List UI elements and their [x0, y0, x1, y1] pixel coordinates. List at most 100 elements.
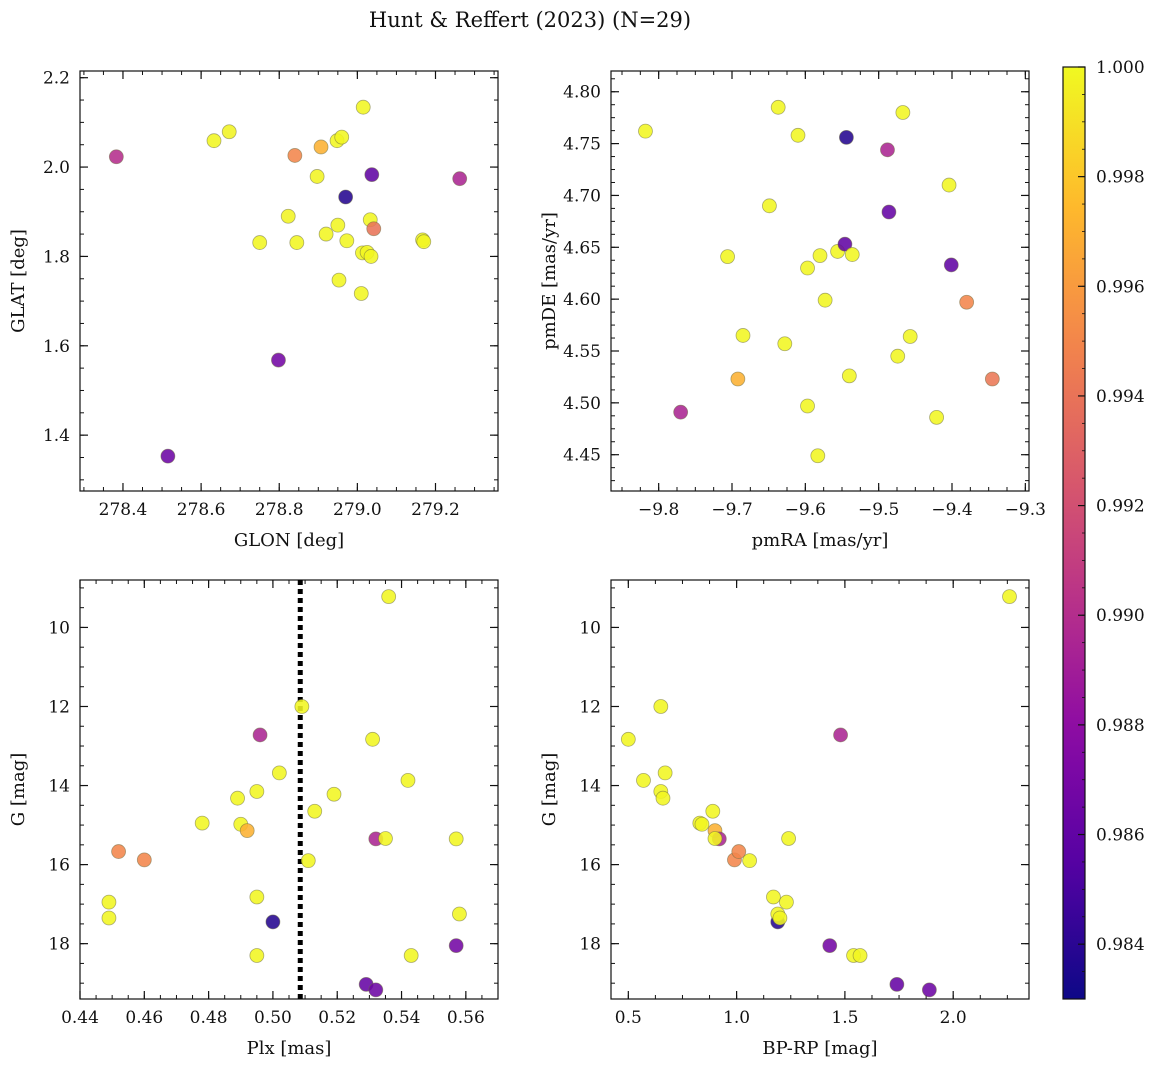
scatter-point [101, 910, 117, 926]
y-axis-label: GLAT [deg] [8, 229, 29, 333]
panel-4: 0.5 1.0 1.5 2.0 10 12 14 16 18 BP-RP [mag] G [mag] [539, 579, 1030, 1059]
scatter-point [889, 976, 905, 992]
scatter-point [381, 589, 397, 605]
x-tick-label: 0.46 [125, 1008, 163, 1028]
scatter-point [984, 371, 1000, 387]
colorbar-gradient [1062, 66, 1086, 1000]
scatter-point [880, 142, 895, 158]
y-tick-label: 4.55 [563, 342, 601, 362]
plot-area [638, 99, 1000, 464]
scatter-point [230, 790, 245, 806]
scatter-point [852, 948, 868, 963]
panel-2: −9.8 −9.7 −9.6 −9.5 −9.4 −9.3 4.45 4.50 4.55 4.60… [539, 70, 1046, 551]
plot-frame [610, 70, 1030, 492]
x-tick-label: 279.2 [411, 500, 460, 520]
scatter-point [271, 352, 286, 368]
scatter-point [929, 409, 944, 425]
y-tick-label: 16 [48, 856, 70, 876]
y-tick-label: 16 [579, 856, 601, 876]
colorbar: 0.984 0.986 0.988 0.990 0.992 0.994 0.996 0.998… [1062, 58, 1145, 1000]
scatter-point [355, 99, 371, 115]
scatter-point [326, 786, 342, 802]
scatter-point [363, 249, 379, 264]
scatter-point [160, 448, 176, 464]
scatter-point [620, 731, 636, 747]
x-tick-label: 0.56 [447, 1008, 485, 1028]
scatter-point [705, 803, 721, 819]
x-tick-label: −9.3 [1005, 500, 1046, 520]
scatter-point [730, 371, 746, 387]
y-tick-label: 10 [579, 618, 601, 638]
scatter-point [239, 823, 255, 839]
y-tick-label: 4.50 [563, 394, 601, 414]
scatter-point [735, 328, 751, 343]
plot-area [101, 580, 467, 999]
colorbar-tick-label: 0.990 [1096, 606, 1145, 626]
scatter-point [252, 235, 268, 250]
scatter-point [770, 99, 786, 115]
plot-area [620, 589, 1017, 998]
x-axis-label: pmRA [mas/yr] [752, 530, 889, 551]
scatter-point [638, 123, 653, 139]
y-tick-label: 1.6 [43, 337, 70, 357]
scatter-point [108, 149, 124, 165]
colorbar-tick-label: 0.984 [1096, 935, 1145, 955]
x-tick-label: −9.5 [858, 500, 899, 520]
scatter-point [365, 731, 381, 747]
scatter-point [249, 784, 265, 799]
scatter-point [194, 815, 210, 831]
scatter-point [921, 982, 937, 998]
colorbar-tick-label: 0.994 [1096, 387, 1145, 407]
x-tick-label: 2.0 [940, 1008, 967, 1028]
scatter-point [766, 889, 781, 905]
panel-3: 0.44 0.46 0.48 0.50 0.52 0.54 0.56 10 12 14 16 18 Pl… [8, 579, 499, 1059]
plot-frame [610, 579, 1030, 1000]
scatter-point [330, 217, 346, 233]
panels: 278.4 278.6 278.8 279.0 279.2 1.4 1.6 1.8 2.0 2.2… [8, 69, 1046, 1059]
colorbar-tick-label: 0.988 [1096, 716, 1145, 736]
scatter-point [280, 208, 296, 224]
scatter-point [653, 699, 669, 714]
scatter-point [206, 133, 222, 149]
scatter-point [822, 938, 838, 954]
scatter-point [779, 894, 794, 910]
x-tick-label: 0.52 [318, 1008, 356, 1028]
x-tick-label: −9.8 [638, 500, 679, 520]
scatter-point [252, 727, 268, 743]
colorbar-tick-label: 1.000 [1096, 58, 1145, 78]
scatter-point [844, 247, 860, 262]
scatter-point [636, 773, 651, 788]
scatter-point [338, 189, 354, 205]
scatter-point [136, 852, 152, 868]
scatter-point [731, 844, 747, 859]
figure-title: Hunt & Reffert (2023) (N=29) [369, 8, 691, 32]
scatter-point [307, 803, 323, 819]
colorbar-tick-label: 0.996 [1096, 277, 1145, 297]
scatter-point [271, 765, 287, 781]
scatter-point [416, 234, 432, 250]
y-axis-label: G [mag] [539, 753, 560, 826]
y-tick-label: 14 [48, 777, 70, 797]
scatter-point [364, 167, 380, 183]
scatter-point [943, 257, 959, 273]
scatter-point [403, 948, 419, 963]
y-tick-label: 4.70 [563, 186, 601, 206]
scatter-point [890, 348, 906, 364]
scatter-point [309, 169, 325, 184]
scatter-point [334, 129, 350, 145]
y-tick-label: 1.4 [43, 426, 70, 446]
x-tick-label: 279.0 [333, 500, 382, 520]
scatter-point [833, 727, 848, 743]
y-tick-label: 4.75 [563, 135, 601, 155]
scatter-point [790, 127, 806, 143]
scatter-point [781, 831, 796, 846]
scatter-point [313, 139, 329, 155]
scatter-point [800, 260, 815, 276]
y-axis-label: pmDE [mas/yr] [539, 212, 560, 350]
scatter-point [249, 889, 265, 905]
x-tick-label: 1.5 [831, 1008, 858, 1028]
y-tick-label: 2.2 [43, 69, 70, 89]
scatter-point [452, 906, 467, 922]
x-tick-label: 0.48 [190, 1008, 228, 1028]
scatter-point [959, 294, 975, 310]
